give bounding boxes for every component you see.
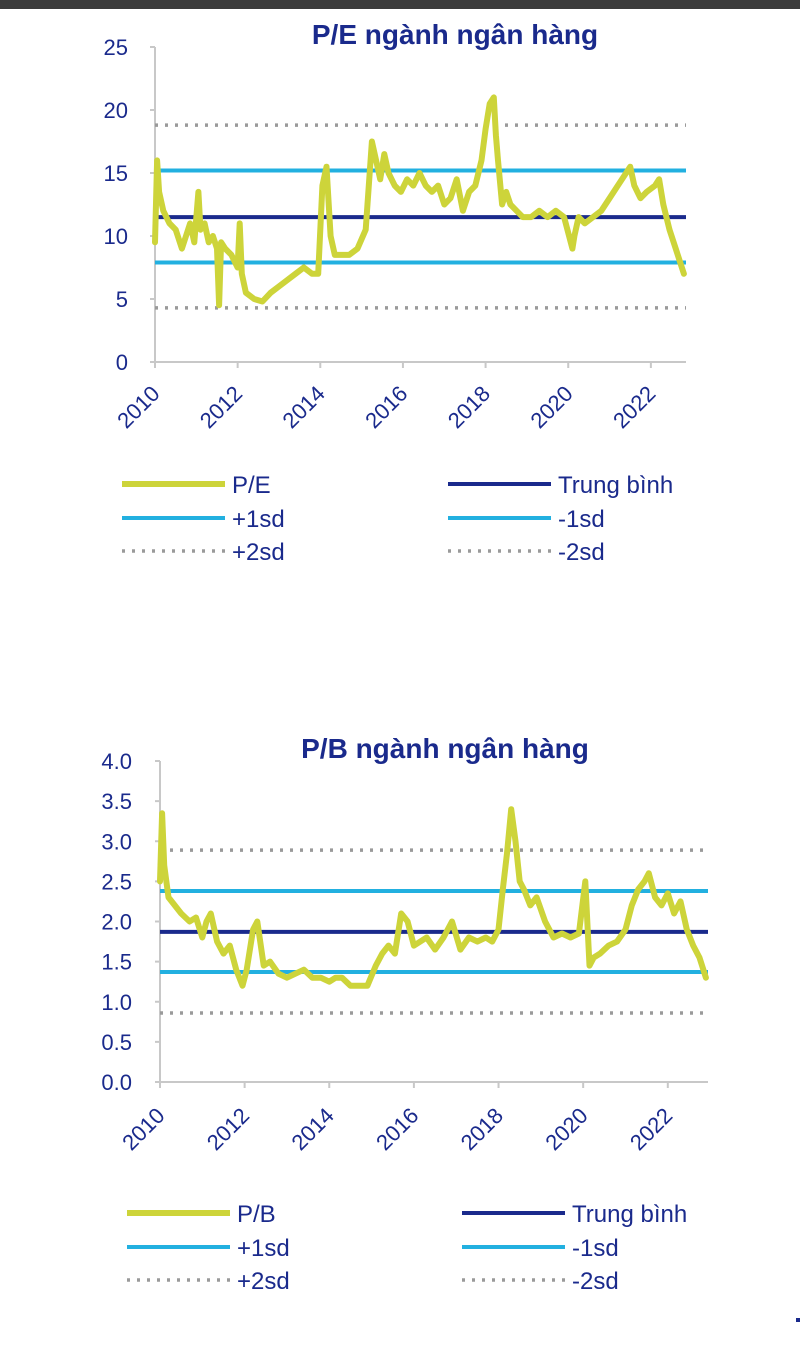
pb-series-line — [157, 806, 709, 989]
pb-y-tick-label: 1.0 — [101, 990, 132, 1015]
page-corner-mark — [796, 1318, 800, 1322]
pe-chart-svg: P/E ngành ngân hàng 0 5 10 15 20 25 2010 2012 201… — [104, 19, 687, 566]
pb-legend-label: -2sd — [572, 1268, 619, 1295]
pe-x-tick-label: 2022 — [608, 381, 660, 433]
pb-x-tick-label: 2014 — [287, 1103, 339, 1155]
pb-y-tick-label: 0.0 — [101, 1070, 132, 1095]
pb-chart-svg: P/B ngành ngân hàng 0.0 0.5 1.0 1.5 2.0 2.5 3.0… — [101, 733, 709, 1295]
pb-y-tick-label: 4.0 — [101, 749, 132, 774]
pb-y-tick-label: 0.5 — [101, 1030, 132, 1055]
pb-x-tick-label: 2012 — [202, 1103, 254, 1155]
pb-y-tick-label: 3.5 — [101, 789, 132, 814]
pe-legend-label: -1sd — [558, 506, 605, 533]
pe-legend-label: -2sd — [558, 539, 605, 566]
pe-y-tick-label: 20 — [104, 98, 128, 123]
pe-legend-label: +2sd — [232, 539, 285, 566]
pe-chart: P/E ngành ngân hàng 0 5 10 15 20 25 2010 2012 201… — [0, 0, 800, 600]
pe-legend-label: Trung bình — [558, 472, 673, 499]
pe-y-tick-label: 5 — [116, 287, 128, 312]
pb-x-tick-label: 2010 — [117, 1103, 169, 1155]
pe-y-tick-label: 0 — [116, 350, 128, 375]
pb-legend-label: +2sd — [237, 1268, 290, 1295]
pe-x-tick-label: 2016 — [360, 381, 412, 433]
pb-y-tick-label: 2.0 — [101, 910, 132, 935]
pe-chart-title: P/E ngành ngân hàng — [312, 19, 598, 50]
pe-y-tick-label: 10 — [104, 224, 128, 249]
pb-legend-label: Trung bình — [572, 1201, 687, 1228]
pe-legend-label: +1sd — [232, 506, 285, 533]
pe-series-line — [152, 94, 687, 309]
pe-y-tick-label: 25 — [104, 35, 128, 60]
pe-legend-label: P/E — [232, 472, 271, 499]
pe-x-tick-label: 2018 — [443, 381, 495, 433]
pb-x-tick-label: 2022 — [625, 1103, 677, 1155]
pb-chart-title: P/B ngành ngân hàng — [301, 733, 589, 764]
pe-y-tick-label: 15 — [104, 161, 128, 186]
window-top-bar — [0, 0, 800, 9]
pb-chart: P/B ngành ngân hàng 0.0 0.5 1.0 1.5 2.0 2.5 3.0… — [0, 715, 800, 1315]
pb-y-tick-label: 2.5 — [101, 869, 132, 894]
pe-x-tick-label: 2020 — [525, 381, 577, 433]
pb-legend-label: P/B — [237, 1201, 276, 1228]
pe-x-tick-label: 2014 — [278, 381, 330, 433]
pb-y-tick-label: 1.5 — [101, 950, 132, 975]
pb-legend-label: +1sd — [237, 1235, 290, 1262]
pb-x-tick-label: 2020 — [540, 1103, 592, 1155]
pb-x-tick-label: 2018 — [456, 1103, 508, 1155]
pb-x-tick-label: 2016 — [371, 1103, 423, 1155]
pb-y-tick-label: 3.0 — [101, 829, 132, 854]
pe-x-tick-label: 2010 — [112, 381, 164, 433]
pe-x-tick-label: 2012 — [195, 381, 247, 433]
pb-legend-label: -1sd — [572, 1235, 619, 1262]
